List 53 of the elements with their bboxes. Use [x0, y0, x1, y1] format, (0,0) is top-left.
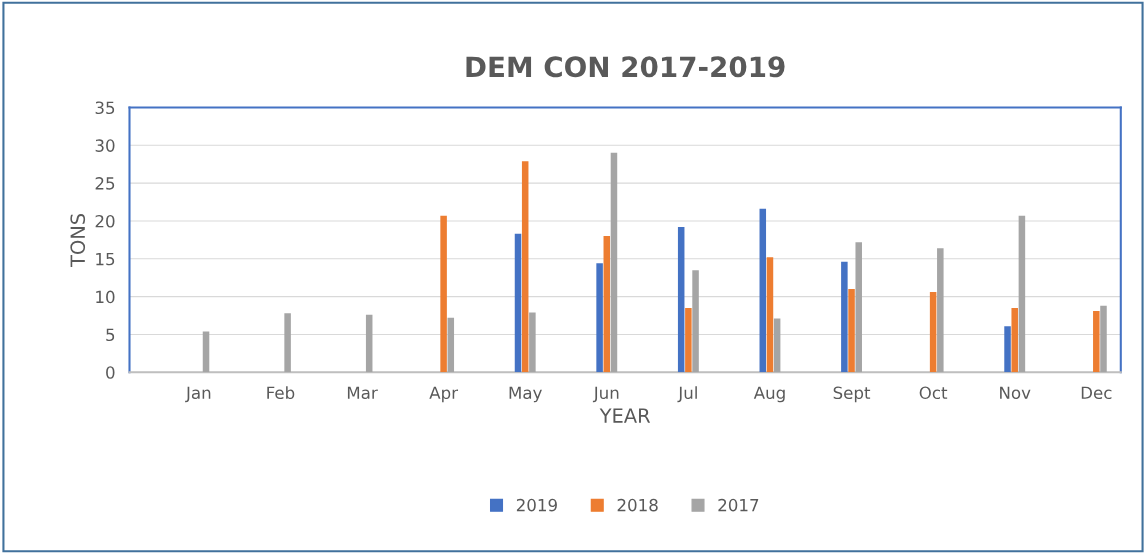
- x-tick-label: Dec: [1081, 386, 1112, 400]
- y-tick-label: 20: [95, 214, 115, 228]
- y-tick-label: 30: [95, 139, 115, 152]
- bar: [284, 313, 291, 373]
- bar: [365, 314, 373, 373]
- bar: [514, 233, 522, 373]
- bar: [1011, 307, 1018, 373]
- legend-label: 2019: [516, 498, 557, 512]
- bar: [529, 312, 536, 373]
- x-axis-title: YEAR: [599, 408, 651, 423]
- bar: [1100, 305, 1107, 373]
- bar: [447, 317, 455, 373]
- x-tick-label: Apr: [429, 386, 459, 403]
- y-tick-label: 5: [106, 328, 115, 342]
- y-axis-title: TONS: [70, 213, 86, 267]
- x-tick-label: Jan: [185, 386, 211, 403]
- x-tick-label: Jul: [677, 386, 697, 403]
- x-tick-label: May: [509, 386, 542, 403]
- bar: [521, 161, 529, 373]
- y-tick-label: 35: [95, 101, 115, 115]
- bar: [929, 292, 937, 373]
- bar: [1018, 215, 1026, 373]
- bar: [1004, 326, 1011, 373]
- x-tick-label: Aug: [753, 386, 785, 403]
- bar: [773, 318, 781, 373]
- bar: [440, 215, 447, 373]
- bar: [855, 242, 862, 373]
- x-tick-label: Jun: [592, 386, 619, 403]
- chart-title: DEM CON 2017-2019: [466, 56, 785, 78]
- bar: [685, 307, 692, 373]
- bar: [677, 227, 685, 373]
- x-tick-label: Sept: [833, 386, 871, 403]
- bar: [848, 289, 855, 373]
- bar: [766, 257, 774, 373]
- x-tick-label: Oct: [919, 386, 948, 400]
- y-tick-label: 15: [96, 252, 115, 266]
- x-tick-label: Feb: [267, 386, 295, 400]
- bar: [596, 263, 603, 373]
- legend-label: 2017: [718, 498, 759, 512]
- bar: [1093, 311, 1100, 373]
- y-tick-label: 10: [96, 290, 115, 304]
- bar: [202, 331, 210, 373]
- bar: [692, 270, 699, 373]
- x-tick-label: Nov: [1000, 386, 1031, 400]
- legend-label: 2018: [617, 498, 658, 512]
- y-tick-label: 0: [106, 366, 115, 379]
- x-tick-label: Mar: [347, 386, 378, 400]
- bar: [759, 208, 767, 373]
- y-tick-label: 25: [95, 177, 115, 190]
- bar: [603, 236, 611, 373]
- bar: [610, 152, 618, 373]
- bar: [841, 261, 848, 373]
- bar: [937, 248, 944, 373]
